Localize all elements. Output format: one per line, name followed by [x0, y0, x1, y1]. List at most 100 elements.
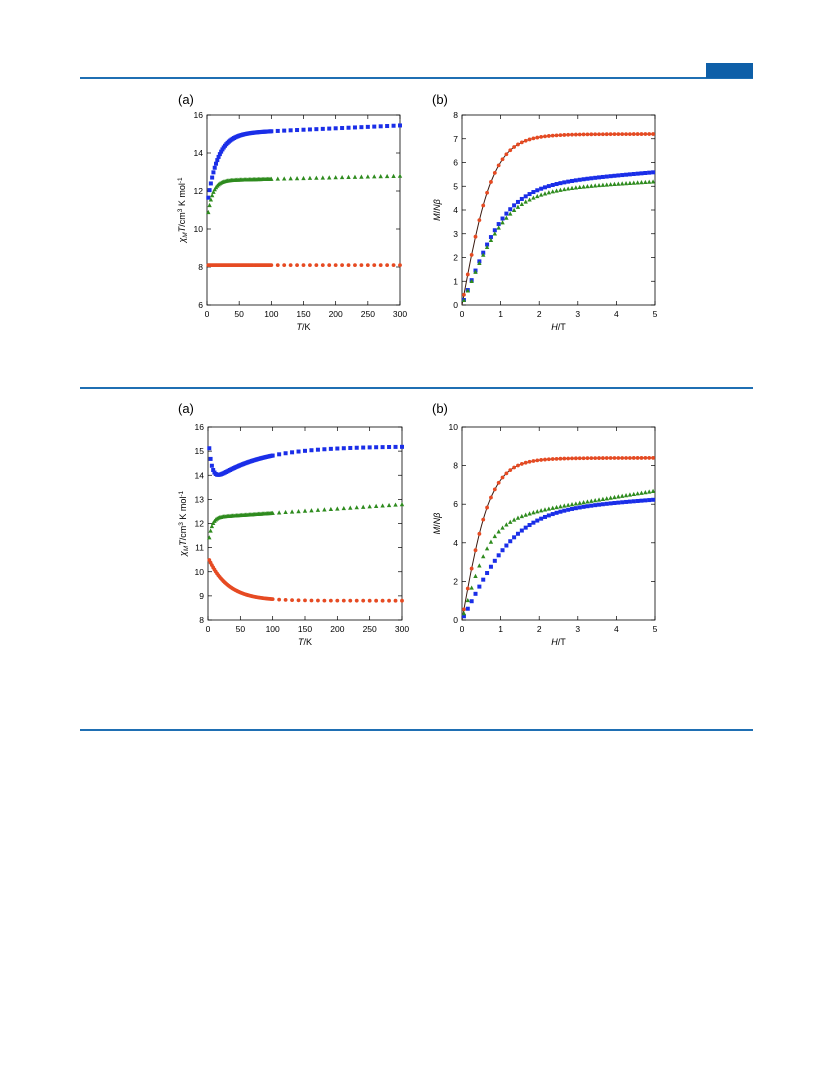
data-point	[592, 498, 598, 503]
x-tick-label: 3	[575, 624, 580, 634]
data-point	[585, 184, 590, 189]
data-point	[577, 500, 582, 505]
data-point	[581, 499, 586, 505]
data-point	[554, 510, 559, 515]
data-point	[527, 459, 532, 464]
x-axis-label: T/K	[296, 322, 310, 332]
data-point	[554, 456, 559, 461]
data-point	[398, 123, 402, 128]
data-point	[301, 175, 306, 181]
data-point	[650, 179, 656, 184]
data-point	[346, 125, 351, 130]
x-tick-label: 300	[395, 624, 409, 634]
x-tick-label: 2	[537, 309, 542, 319]
data-point	[628, 132, 632, 136]
data-point	[465, 606, 470, 611]
data-point	[562, 456, 567, 461]
data-point	[296, 449, 301, 454]
data-point	[562, 186, 567, 192]
data-point	[627, 499, 632, 504]
data-point	[207, 202, 212, 208]
data-point	[504, 543, 509, 548]
data-point	[616, 181, 621, 186]
data-point	[270, 597, 275, 602]
data-point	[639, 180, 644, 185]
data-point	[558, 456, 563, 461]
data-point	[616, 500, 621, 505]
data-point	[612, 181, 617, 187]
data-point	[309, 598, 314, 603]
x-axis-label: H/T	[551, 322, 566, 332]
data-point	[581, 504, 586, 509]
y-tick-label: 4	[453, 205, 458, 215]
y-tick-label: 6	[198, 300, 203, 310]
data-point	[570, 506, 575, 511]
data-point	[523, 460, 528, 465]
data-point	[489, 180, 493, 184]
data-point	[496, 222, 501, 227]
data-point	[496, 225, 501, 230]
data-point	[558, 509, 563, 514]
data-point	[531, 136, 536, 141]
data-point	[504, 211, 509, 216]
data-point	[481, 252, 486, 257]
data-point	[276, 510, 282, 515]
data-point	[570, 178, 575, 183]
data-point	[391, 173, 396, 178]
data-point	[492, 533, 498, 539]
data-point	[597, 502, 602, 507]
data-point	[608, 132, 613, 137]
data-point	[531, 510, 536, 515]
data-point	[295, 263, 299, 267]
header-rule	[80, 77, 753, 79]
data-point	[647, 132, 652, 136]
data-point	[481, 517, 486, 522]
data-point	[531, 520, 536, 525]
x-tick-label: 50	[234, 309, 244, 319]
data-point	[496, 529, 501, 534]
data-point	[283, 598, 288, 602]
data-point	[538, 508, 544, 513]
data-point	[335, 446, 340, 451]
data-point	[651, 170, 656, 175]
data-point	[589, 456, 594, 461]
data-point	[277, 452, 282, 457]
data-point	[282, 128, 287, 133]
data-point	[393, 598, 398, 603]
data-point	[650, 488, 656, 494]
data-point	[380, 598, 385, 603]
y-axis-label: M/Nβ	[432, 513, 442, 535]
data-point	[635, 132, 640, 136]
data-point	[635, 171, 640, 176]
data-point	[519, 513, 525, 519]
data-point	[608, 495, 613, 500]
data-point	[535, 135, 540, 140]
plot-frame	[461, 426, 656, 621]
data-point	[566, 507, 571, 512]
data-point	[554, 182, 559, 187]
data-point	[608, 501, 613, 506]
data-point	[546, 457, 551, 462]
data-point	[309, 448, 314, 453]
data-point	[211, 170, 216, 175]
data-point	[643, 490, 648, 495]
data-point	[207, 535, 212, 540]
data-point	[604, 456, 609, 460]
data-point	[581, 132, 586, 137]
data-point	[566, 456, 571, 461]
data-point	[462, 607, 466, 612]
data-point	[295, 128, 300, 133]
data-point	[504, 471, 509, 476]
data-point	[340, 126, 345, 131]
data-point	[647, 170, 652, 175]
data-point	[511, 517, 517, 522]
data-point	[593, 175, 598, 180]
data-point	[488, 539, 494, 544]
data-point	[208, 528, 213, 533]
data-point	[631, 132, 636, 136]
data-point	[289, 509, 295, 514]
data-point	[511, 207, 517, 213]
data-point	[639, 132, 644, 136]
data-point	[269, 176, 274, 181]
